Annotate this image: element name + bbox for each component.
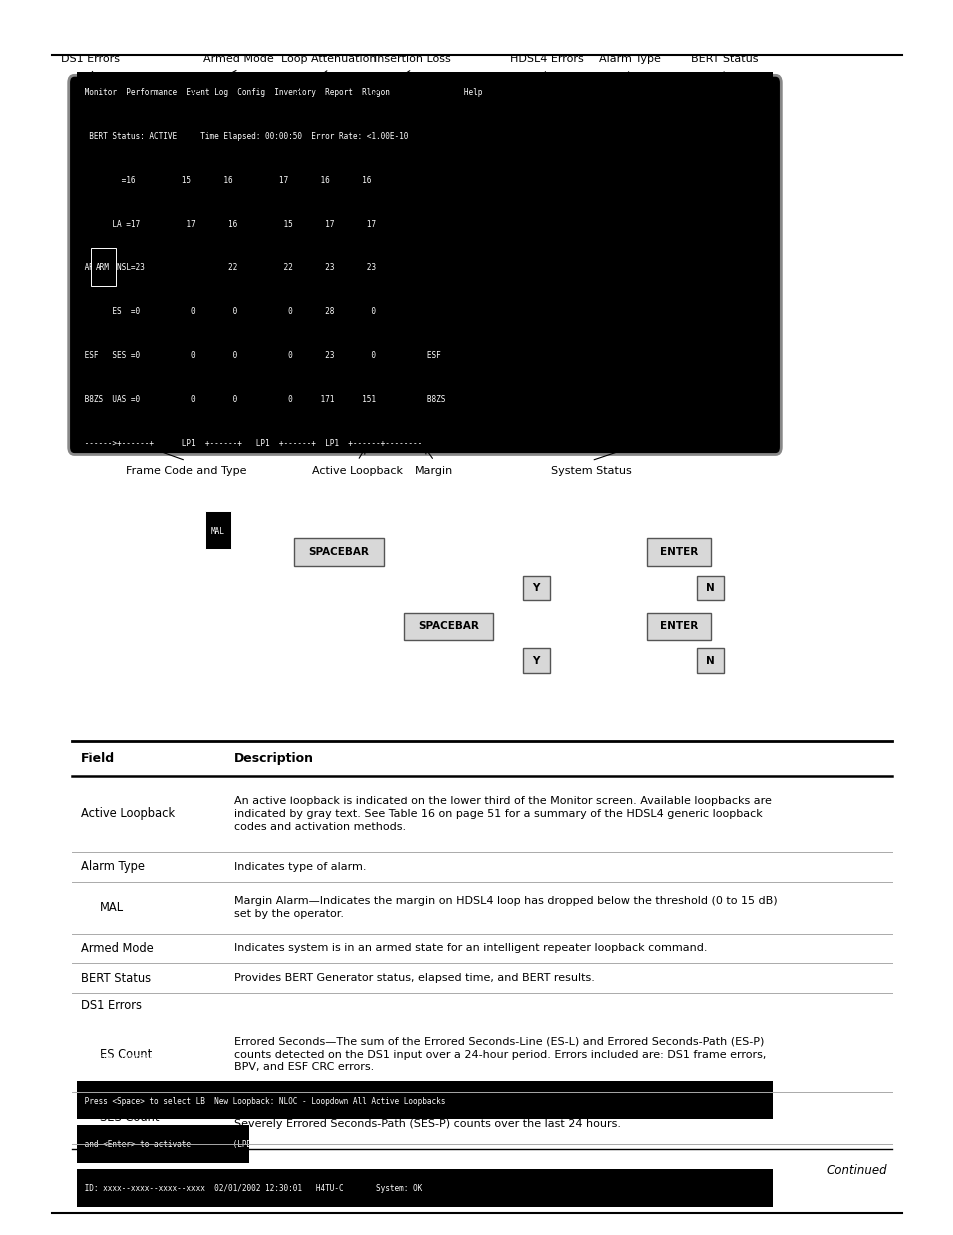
Text: Errored Seconds—The sum of the Errored Seconds-Line (ES-L) and Errored Seconds-P: Errored Seconds—The sum of the Errored S… [233, 1037, 765, 1072]
FancyBboxPatch shape [403, 613, 493, 640]
Text: SPACEBAR: SPACEBAR [417, 621, 478, 631]
Text: Alarm Type: Alarm Type [81, 861, 145, 873]
Text: SES =0       0        0           0        1        0: SES =0 0 0 0 1 0 [80, 921, 375, 930]
Bar [205, 511, 231, 550]
Text: Provides BERT Generator status, elapsed time, and BERT results.: Provides BERT Generator status, elapsed … [233, 973, 594, 983]
Text: SES=0     LA =18      17       17          16       17       17    SES=0: SES=0 LA =18 17 17 16 17 17 SES=0 [80, 789, 417, 799]
Text: HDSL4 Errors: HDSL4 Errors [509, 54, 583, 64]
FancyBboxPatch shape [697, 648, 723, 673]
Text: Indicates type of alarm.: Indicates type of alarm. [233, 862, 366, 872]
Text: SES Count: SES Count [100, 1112, 159, 1124]
Text: <-------+------+      LP2  +------+   LP2  +------+  LP2  +------+<------: <-------+------+ LP2 +------+ LP2 +-----… [80, 658, 422, 667]
Text: Continued: Continued [825, 1163, 886, 1177]
FancyBboxPatch shape [294, 538, 383, 566]
Text: Margin Alarm—Indicates the margin on HDSL4 loop has dropped below the threshold : Margin Alarm—Indicates the margin on HDS… [233, 897, 777, 919]
Text: Active Loopbacks : NLOC-PL: Active Loopbacks : NLOC-PL [80, 1052, 205, 1062]
Text: Armed Mode: Armed Mode [203, 54, 274, 64]
Text: BERT Status: BERT Status [81, 972, 152, 984]
Text: Y: Y [532, 656, 539, 666]
Text: ESF   SES =0           0        0           0       23        0           ESF: ESF SES =0 0 0 0 23 0 ESF [80, 351, 440, 361]
Text: ENTER: ENTER [659, 621, 698, 631]
Text: ENTER: ENTER [659, 547, 698, 557]
Text: Loop Attenuation: Loop Attenuation [281, 54, 376, 64]
Text: BERT Status: BERT Status [691, 54, 758, 64]
Bar [77, 116, 772, 154]
Text: ARM   INSL=23                  22          22       23       23: ARM INSL=23 22 22 23 23 [80, 263, 375, 273]
Text: ESF     |     |             |     |             |     |             |     | ESF: ESF | | | | | | | | ESF [80, 571, 450, 579]
Text: Severely Errored Seconds—The sum of the DS1 Severely Errored Seconds-Line (SES-L: Severely Errored Seconds—The sum of the … [233, 1107, 740, 1129]
Text: ID: xxxx--xxxx--xxxx--xxxx  02/01/2002 12:30:01   H4TU-C       System: OK: ID: xxxx--xxxx--xxxx--xxxx 02/01/2002 12… [80, 1184, 422, 1193]
Text: Y: Y [532, 583, 539, 593]
FancyBboxPatch shape [697, 576, 723, 600]
Text: Press <Space> to select LB  New Loopback: NLOC - Loopdown All Active Loopbacks: Press <Space> to select LB New Loopback:… [80, 1097, 445, 1105]
Text: DS1 Errors: DS1 Errors [61, 54, 120, 64]
Text: B8ZS  | LPF |=============|     |=============|     |=============|     | B8ZS: B8ZS | LPF |=============| |============… [80, 614, 445, 624]
Text: ES  =0       0        0           0        2        2    PRM=0: ES =0 0 0 0 2 2 PRM=0 [80, 877, 417, 887]
Text: >: > [80, 483, 90, 492]
Text: UAS=56    INSL=24     23       23          22       23       23    UAS=0: UAS=56 INSL=24 23 23 22 23 23 UAS=0 [80, 834, 417, 842]
Text: Monitor  Performance  Event Log  Config  Inventory  Report  Rlogon              : Monitor Performance Event Log Config Inv… [80, 88, 482, 98]
Bar [77, 73, 772, 111]
Text: An active loopback is indicated on the lower third of the Monitor screen. Availa: An active loopback is indicated on the l… [233, 797, 771, 831]
Text: B8ZS  UAS =0           0        0           0      171      151           B8ZS: B8ZS UAS =0 0 0 0 171 151 B8ZS [80, 395, 445, 404]
Text: Field: Field [81, 752, 115, 764]
FancyBboxPatch shape [522, 576, 549, 600]
FancyBboxPatch shape [646, 613, 711, 640]
Text: Active Loopback: Active Loopback [312, 466, 403, 475]
Text: ES Count: ES Count [100, 1049, 152, 1061]
Text: and <Enter> to activate         (LPDN,NLOC,CREM,NREM,CLOC): and <Enter> to activate (LPDN,NLOC,CREM,… [80, 1140, 353, 1150]
Bar [91, 248, 116, 287]
Text: BERT Status: ACTIVE     Time Elapsed: 00:00:50  Error Rate: <1.00E-10: BERT Status: ACTIVE Time Elapsed: 00:00:… [80, 132, 408, 141]
FancyBboxPatch shape [522, 648, 549, 673]
Text: N: N [705, 656, 715, 666]
Text: --------+------------ LOOPBACKS ------------------------------------------: --------+------------ LOOPBACKS --------… [80, 1009, 427, 1018]
Text: MAL: MAL [211, 526, 224, 536]
Text: N: N [705, 583, 715, 593]
Text: Alarm Type: Alarm Type [598, 54, 659, 64]
Text: Frame Code and Type: Frame Code and Type [126, 466, 246, 475]
Text: | TUC |=MAL=========| DU1 |=============| DU2 |=============| TUR |: | TUC |=MAL=========| DU1 |=============… [80, 526, 431, 536]
Text: Margin: Margin [415, 466, 453, 475]
Text: UAS =0       0        0           0        0        0: UAS =0 0 0 0 0 0 [80, 965, 375, 974]
Text: DS1 Errors: DS1 Errors [81, 999, 142, 1011]
Text: LA =17          17       16          15       17       17: LA =17 17 16 15 17 17 [80, 220, 375, 228]
FancyBboxPatch shape [69, 75, 781, 454]
Bar [77, 1081, 772, 1119]
Text: ES =6884  M  =15      15       14          15       16       16    ES =0: ES =6884 M =15 15 14 15 16 16 ES =0 [80, 746, 417, 755]
Text: Insertion Loss: Insertion Loss [374, 54, 450, 64]
Text: System Status: System Status [551, 466, 631, 475]
Text: ES  =0           0        0           0       28        0: ES =0 0 0 0 28 0 [80, 308, 375, 316]
Text: ARM: ARM [96, 263, 110, 273]
Text: Indicates system is in an armed state for an intelligent repeater loopback comma: Indicates system is in an armed state fo… [233, 944, 706, 953]
Text: -: - [80, 701, 90, 711]
FancyBboxPatch shape [646, 538, 711, 566]
Text: =16          15       16          17       16       16: =16 15 16 17 16 16 [80, 175, 371, 185]
Bar [77, 1168, 772, 1207]
Text: MAL: MAL [100, 902, 124, 914]
Bar [77, 1125, 249, 1163]
Text: Active Loopback: Active Loopback [81, 808, 175, 820]
Text: SPACEBAR: SPACEBAR [308, 547, 369, 557]
Text: Description: Description [233, 752, 314, 764]
Text: Armed Mode: Armed Mode [81, 942, 153, 955]
Text: ------>+------+      LP1  +------+   LP1  +------+  LP1  +------+--------: ------>+------+ LP1 +------+ LP1 +------… [80, 438, 422, 448]
